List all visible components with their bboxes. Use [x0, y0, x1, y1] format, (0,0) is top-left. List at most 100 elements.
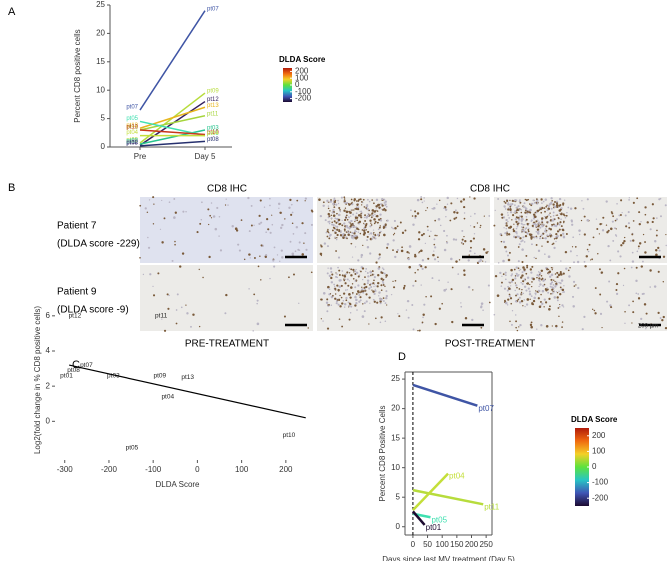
- ihc-cell: [366, 245, 370, 249]
- ihc-cell: [346, 289, 349, 291]
- ihc-cell: [615, 282, 619, 286]
- x-tick-label: -200: [101, 465, 118, 474]
- ihc-cell: [525, 227, 528, 230]
- ihc-cell: [332, 208, 335, 212]
- colorbar-label: 200: [592, 431, 606, 440]
- ihc-cell: [528, 203, 531, 205]
- ihc-cell: [599, 223, 602, 226]
- ihc-cell: [484, 261, 487, 263]
- series-line: [411, 510, 426, 526]
- ihc-cell: [322, 201, 325, 204]
- ihc-cell: [368, 323, 370, 325]
- point-label: pt08: [67, 367, 80, 374]
- ihc-cell: [503, 227, 505, 229]
- ihc-cell: [482, 309, 484, 311]
- ihc-cell: [555, 240, 557, 243]
- ihc-cell: [446, 241, 449, 244]
- ihc-cell: [493, 313, 496, 316]
- ihc-cell: [494, 274, 498, 278]
- ihc-cell: [645, 312, 648, 315]
- ihc-cell: [574, 246, 577, 248]
- ihc-cell: [380, 277, 383, 281]
- ihc-cell: [350, 305, 353, 308]
- ihc-cell: [363, 302, 366, 305]
- ihc-cell: [357, 275, 360, 278]
- ihc-cell: [463, 217, 466, 220]
- ihc-cell: [514, 300, 518, 303]
- ihc-cell: [537, 232, 540, 235]
- ihc-cell: [338, 223, 341, 226]
- ihc-cell: [201, 201, 203, 204]
- ihc-cell: [343, 222, 346, 225]
- ihc-cell: [327, 205, 330, 207]
- ihc-cell: [599, 312, 603, 315]
- ihc-cell: [185, 210, 187, 213]
- ihc-cell: [467, 285, 471, 289]
- ihc-cell: [539, 226, 542, 229]
- ihc-cell: [522, 280, 525, 283]
- ihc-cell: [390, 293, 393, 296]
- x-tick-label: Day 5: [195, 152, 216, 161]
- ihc-cell: [567, 206, 570, 209]
- ihc-cell: [508, 251, 511, 254]
- ihc-cell: [357, 228, 359, 230]
- ihc-cell: [522, 236, 525, 239]
- ihc-cell: [518, 273, 520, 276]
- ihc-cell: [407, 316, 410, 319]
- panel-label: D: [398, 351, 406, 363]
- ihc-cell: [542, 284, 545, 287]
- ihc-cell: [605, 224, 608, 226]
- ihc-cell: [326, 235, 329, 238]
- ihc-cell: [335, 238, 338, 241]
- ihc-cell: [516, 225, 519, 228]
- ihc-cell: [224, 204, 227, 206]
- ihc-cell: [452, 238, 456, 241]
- ihc-cell: [360, 253, 364, 257]
- ihc-cell: [644, 251, 647, 254]
- ihc-cell: [540, 224, 543, 226]
- ihc-cell: [541, 237, 544, 240]
- ihc-cell: [537, 230, 540, 233]
- ihc-cell: [161, 318, 163, 320]
- ihc-cell: [208, 255, 211, 259]
- series-line: [139, 115, 206, 131]
- ihc-cell: [383, 233, 386, 237]
- ihc-cell: [538, 279, 541, 282]
- ihc-cell: [209, 214, 212, 217]
- ihc-cell: [552, 203, 555, 206]
- point-label: pt01: [60, 372, 73, 379]
- ihc-cell: [218, 235, 220, 237]
- ihc-cell: [618, 214, 621, 217]
- point-label: pt13: [126, 123, 138, 129]
- ihc-cell: [349, 303, 352, 306]
- ihc-cell: [612, 215, 615, 218]
- ihc-cell: [398, 315, 401, 318]
- ihc-cell: [503, 287, 507, 290]
- ihc-cell: [542, 279, 545, 282]
- ihc-cell: [544, 215, 546, 218]
- ihc-cell: [343, 279, 346, 282]
- ihc-cell: [297, 248, 300, 251]
- ihc-cell: [248, 253, 251, 256]
- ihc-cell: [385, 276, 387, 278]
- ihc-cell: [649, 286, 652, 288]
- ihc-cell: [237, 243, 240, 246]
- ihc-cell: [354, 280, 356, 283]
- ihc-cell: [326, 230, 329, 233]
- ihc-cell: [525, 254, 528, 257]
- ihc-cell: [373, 210, 377, 213]
- ihc-cell: [559, 292, 562, 296]
- ihc-cell: [559, 282, 562, 285]
- ihc-image: [140, 197, 313, 263]
- ihc-cell: [515, 209, 518, 212]
- ihc-cell: [493, 224, 496, 227]
- ihc-cell: [526, 266, 529, 269]
- ihc-cell: [551, 267, 554, 269]
- ihc-cell: [196, 231, 199, 234]
- ihc-cell: [380, 298, 383, 301]
- ihc-cell: [540, 198, 543, 201]
- ihc-cell: [549, 212, 551, 214]
- ihc-cell: [380, 230, 382, 233]
- ihc-cell: [551, 286, 554, 289]
- ihc-cell: [540, 269, 544, 273]
